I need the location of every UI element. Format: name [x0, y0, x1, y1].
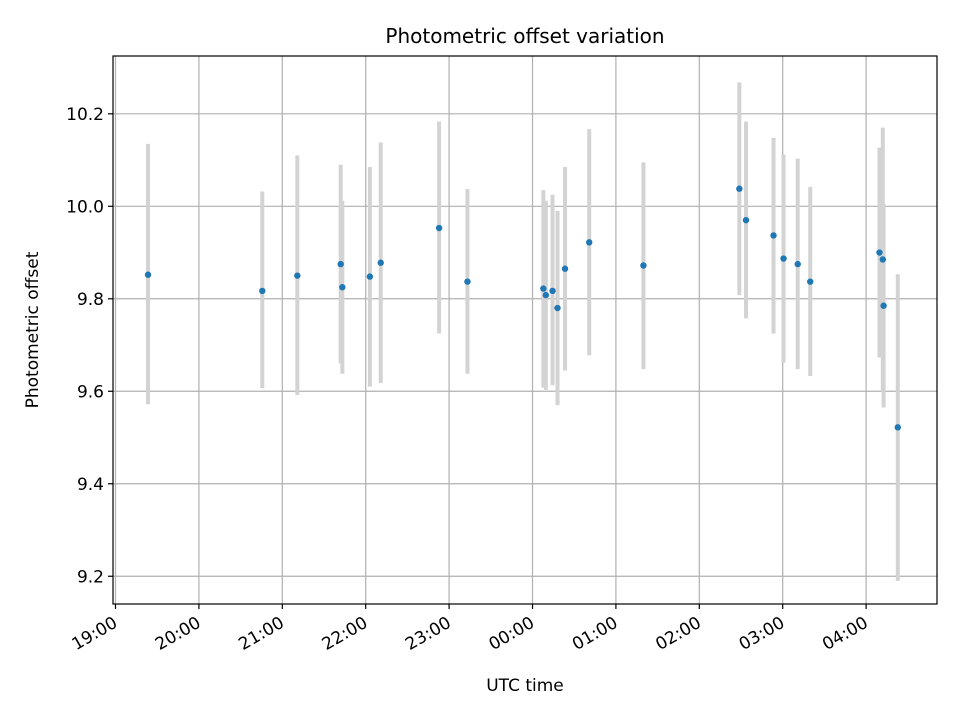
data-point	[435, 224, 443, 232]
data-point	[337, 260, 344, 268]
y-tick-label: 9.8	[77, 290, 104, 310]
x-tick-label: 03:00	[736, 613, 788, 655]
plot-frame	[112, 55, 938, 605]
data-point	[879, 256, 886, 263]
data-point	[554, 304, 561, 312]
data-point	[549, 287, 556, 295]
data-point	[736, 185, 743, 192]
x-tick-label: 01:00	[569, 613, 621, 655]
data-point	[880, 302, 887, 309]
error-bars	[146, 82, 900, 581]
x-tick-label: 04:00	[819, 613, 871, 655]
y-axis-title: Photometric offset	[23, 251, 43, 408]
x-tick-label: 23:00	[402, 613, 454, 655]
y-tick-label: 9.2	[77, 567, 104, 587]
y-tick-label: 10.0	[66, 197, 104, 217]
data-point	[561, 265, 569, 272]
x-tick-label: 00:00	[486, 613, 538, 655]
data-point	[339, 284, 346, 291]
chart-title: Photometric offset variation	[385, 24, 664, 48]
data-point	[377, 259, 384, 266]
data-point	[876, 249, 883, 256]
x-axis-title: UTC time	[486, 676, 564, 696]
y-tick-label: 9.4	[77, 475, 104, 495]
data-point	[894, 424, 902, 431]
x-tick-label: 21:00	[235, 613, 287, 655]
data-point	[742, 216, 750, 224]
data-point	[144, 271, 152, 278]
data-point	[794, 260, 801, 268]
data-point	[770, 232, 777, 239]
y-axis-ticks: 9.2 9.4 9.6 9.8 10.0 10.2	[66, 105, 113, 587]
x-tick-label: 19:00	[69, 613, 121, 655]
x-axis-ticks: 19:00 20:00 21:00 22:00 23:00 00:00 01:00 02:00…	[69, 604, 872, 655]
x-tick-label: 02:00	[652, 613, 704, 655]
grid	[113, 56, 937, 604]
data-point	[294, 272, 301, 279]
data-point	[586, 239, 593, 246]
data-point	[540, 285, 547, 292]
data-point	[807, 278, 814, 285]
data-point	[259, 287, 266, 295]
x-tick-label: 22:00	[319, 613, 371, 655]
y-tick-label: 10.2	[66, 105, 104, 125]
data-point	[542, 291, 550, 299]
data-point	[366, 273, 374, 280]
data-point	[464, 278, 471, 285]
data-point	[640, 262, 647, 269]
y-tick-label: 9.6	[77, 382, 104, 402]
data-points	[144, 185, 902, 431]
data-point	[780, 255, 787, 262]
x-tick-label: 20:00	[152, 613, 204, 655]
